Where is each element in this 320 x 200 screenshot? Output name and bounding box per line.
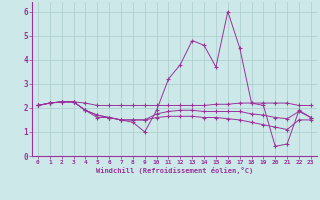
- X-axis label: Windchill (Refroidissement éolien,°C): Windchill (Refroidissement éolien,°C): [96, 167, 253, 174]
